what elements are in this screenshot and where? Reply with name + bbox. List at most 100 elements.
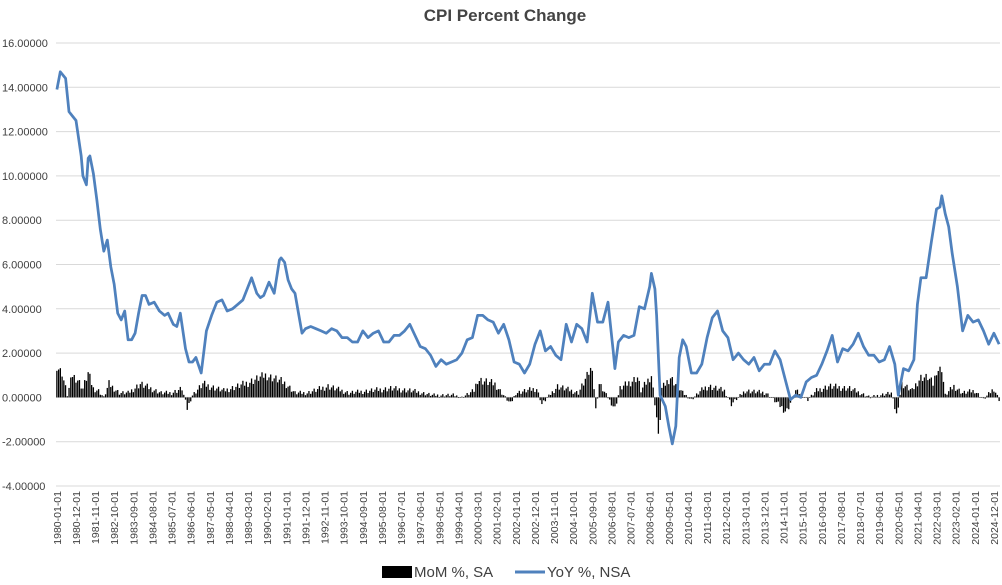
mom-bar xyxy=(882,393,884,398)
mom-bar xyxy=(878,396,880,398)
mom-bar xyxy=(854,388,856,398)
mom-bar xyxy=(325,387,327,398)
mom-bar xyxy=(901,381,903,398)
mom-bar xyxy=(452,393,454,398)
mom-bar xyxy=(310,393,312,398)
mom-bar xyxy=(654,397,656,406)
x-tick-label: 2021-04-01 xyxy=(912,491,924,545)
mom-bar xyxy=(363,391,366,398)
mom-bar xyxy=(224,391,227,398)
x-tick-label: 2004-10-01 xyxy=(568,491,580,545)
mom-bar xyxy=(753,389,755,398)
mom-bar xyxy=(113,391,115,398)
x-tick-label: 1993-10-01 xyxy=(339,491,351,545)
mom-bar xyxy=(944,393,946,398)
mom-bar xyxy=(271,381,274,398)
mom-bar xyxy=(162,394,164,398)
mom-bar xyxy=(664,385,666,398)
mom-bar xyxy=(836,388,839,398)
mom-bar xyxy=(890,392,892,398)
mom-bar xyxy=(115,390,117,398)
x-tick-label: 1990-02-01 xyxy=(262,491,274,545)
mom-bar xyxy=(876,394,879,398)
mom-bar xyxy=(282,384,284,398)
x-tick-label: 2000-03-01 xyxy=(473,491,485,545)
mom-bar xyxy=(633,377,635,398)
mom-bar xyxy=(249,382,251,398)
mom-bar xyxy=(802,397,804,398)
mom-bar xyxy=(337,386,340,398)
mom-bar xyxy=(848,386,851,398)
mom-bar xyxy=(807,397,809,402)
x-tick-label: 2017-08-01 xyxy=(836,491,848,545)
x-tick-label: 2002-12-01 xyxy=(530,491,542,545)
mom-bar xyxy=(516,393,519,398)
mom-bar xyxy=(292,391,294,398)
mom-bar xyxy=(953,384,955,398)
mom-bar xyxy=(916,386,919,398)
mom-bar xyxy=(296,394,298,398)
mom-bar xyxy=(967,391,969,398)
mom-bar xyxy=(447,393,449,398)
mom-bar xyxy=(376,387,378,398)
mom-bar xyxy=(316,389,319,398)
mom-bar xyxy=(843,386,846,398)
mom-bar xyxy=(556,384,559,398)
mom-bar xyxy=(311,391,314,398)
mom-bar xyxy=(308,391,310,398)
mom-bar xyxy=(377,390,380,398)
mom-bar xyxy=(289,385,291,398)
mom-bar xyxy=(690,397,693,399)
mom-bar xyxy=(529,387,531,398)
mom-bar xyxy=(350,392,352,398)
mom-bar xyxy=(362,394,364,398)
mom-bar xyxy=(626,385,628,398)
mom-bar xyxy=(840,390,842,398)
mom-bar xyxy=(544,397,547,402)
mom-bar xyxy=(649,382,651,398)
mom-bar xyxy=(235,386,237,398)
mom-bar xyxy=(713,387,715,398)
mom-bar xyxy=(327,384,329,398)
mom-bar xyxy=(210,387,213,398)
mom-bar xyxy=(419,394,421,398)
mom-bar xyxy=(356,389,359,398)
mom-bar xyxy=(150,387,152,398)
mom-bar xyxy=(888,394,891,398)
mom-bar xyxy=(71,377,74,398)
mom-bar xyxy=(270,374,272,398)
mom-bar xyxy=(949,387,952,398)
mom-bar xyxy=(979,397,981,398)
mom-bar xyxy=(511,397,514,402)
mom-bar xyxy=(412,390,414,398)
mom-bar xyxy=(530,390,533,398)
mom-bar xyxy=(405,392,407,398)
mom-bar xyxy=(788,397,790,410)
mom-bar xyxy=(353,393,355,398)
mom-bar xyxy=(636,377,639,398)
y-tick-label: 12.00000 xyxy=(2,127,48,139)
mom-bar xyxy=(548,394,550,398)
mom-bar xyxy=(501,394,503,398)
y-tick-label: -2.00000 xyxy=(2,437,45,449)
mom-bar xyxy=(473,391,475,398)
mom-bar xyxy=(887,391,889,398)
mom-bar xyxy=(297,392,300,398)
mom-bar xyxy=(136,384,138,398)
mom-bar xyxy=(584,378,587,398)
mom-bar xyxy=(577,394,580,398)
mom-bar xyxy=(558,389,560,398)
mom-bar xyxy=(459,397,461,398)
mom-bar xyxy=(158,392,161,398)
mom-bar xyxy=(588,374,590,398)
y-tick-label: 0.00000 xyxy=(2,392,42,404)
y-tick-label: 4.00000 xyxy=(2,304,42,316)
x-tick-label: 2019-06-01 xyxy=(874,491,886,545)
mom-bar xyxy=(132,392,135,398)
mom-bar xyxy=(97,389,100,398)
mom-bar xyxy=(687,397,689,399)
mom-bar xyxy=(496,389,498,398)
mom-bar xyxy=(379,388,381,398)
mom-bar xyxy=(563,390,566,398)
